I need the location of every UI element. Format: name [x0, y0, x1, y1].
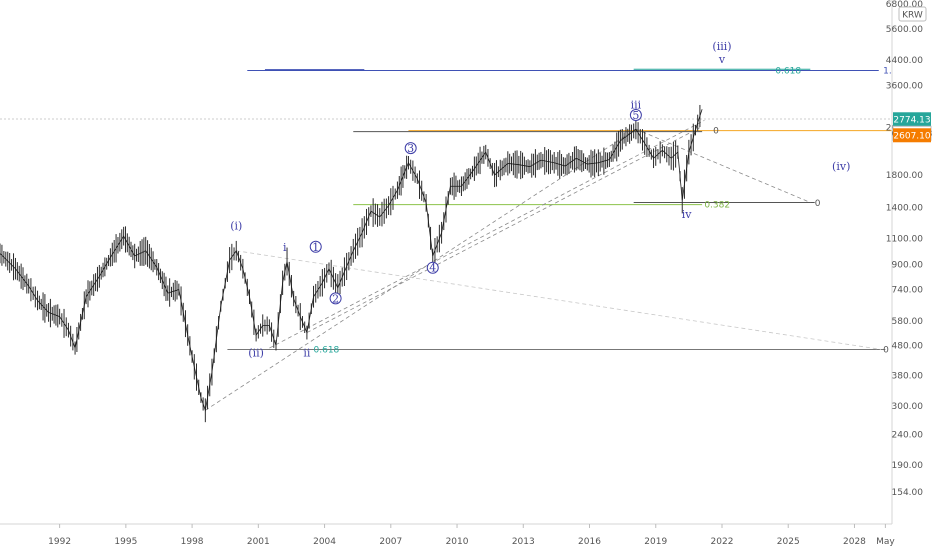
- fib-level-label: 0: [713, 127, 719, 137]
- wave-label: 1: [312, 241, 319, 254]
- level-price-tag-text: 2607.10: [893, 131, 930, 141]
- x-tick-label: 1995: [114, 537, 137, 547]
- x-tick-label: 2019: [644, 537, 667, 547]
- y-tick-label: 1100.00: [886, 234, 923, 244]
- trend-line-3[interactable]: [306, 127, 701, 333]
- wave-circle: [629, 109, 642, 122]
- currency-label: KRW: [902, 11, 923, 21]
- fib-level-label: 0.618: [314, 345, 340, 355]
- wave-circle: [426, 261, 439, 274]
- wave-label: (iii): [712, 40, 731, 53]
- x-tick-label: 2013: [512, 537, 535, 547]
- fib-level-label: 0.382: [704, 201, 730, 211]
- x-tick-label: 2025: [777, 537, 800, 547]
- y-tick-label: 380.00: [892, 371, 924, 381]
- currency-badge[interactable]: KRW: [898, 6, 927, 22]
- level-price-tag-bg: [893, 128, 931, 143]
- x-tick-label: 2010: [446, 537, 469, 547]
- x-tick-label: May: [876, 537, 895, 547]
- wave-label: 2: [332, 292, 339, 305]
- wave-circle: [404, 142, 417, 155]
- fib-level-label: 0.618: [775, 67, 801, 77]
- price-tags: 2774.1304:03:582607.10: [892, 112, 932, 143]
- wave-label: iii: [631, 98, 642, 111]
- price-axis[interactable]: 6800.005600.004400.003600.002600.001800.…: [886, 0, 932, 524]
- wave-label: iv: [682, 208, 693, 221]
- y-tick-label: 5600.00: [886, 25, 923, 35]
- wave-label: 3: [407, 142, 414, 155]
- y-tick-label: 1400.00: [886, 203, 923, 213]
- price-line: [0, 109, 703, 412]
- wave-label: 5: [632, 109, 639, 122]
- x-tick-label: 2016: [578, 537, 601, 547]
- y-tick-label: 900.00: [892, 260, 924, 270]
- x-tick-label: 2001: [247, 537, 270, 547]
- last-price-tag-text: 2774.13: [893, 115, 930, 125]
- y-tick-label: 1800.00: [886, 171, 923, 181]
- y-tick-label: 300.00: [892, 402, 924, 412]
- y-tick-label: 6800.00: [886, 0, 923, 10]
- y-tick-label: 4400.00: [886, 56, 923, 66]
- wave-label: i: [283, 241, 287, 254]
- last-price-tag-bg: [893, 112, 931, 127]
- wave-circle: [329, 292, 342, 305]
- price-series: [0, 104, 703, 423]
- y-tick-label: 190.00: [892, 461, 924, 471]
- fib-level-label: 0: [815, 199, 821, 209]
- wave-label: ii: [303, 347, 311, 360]
- wave-label: 4: [429, 262, 436, 275]
- y-tick-label: 580.00: [892, 317, 924, 327]
- y-tick-label: 154.00: [892, 488, 924, 498]
- x-tick-label: 2004: [313, 537, 336, 547]
- last-price-tag: 2774.13: [893, 112, 931, 127]
- y-tick-label: 240.00: [892, 431, 924, 441]
- trend-line-2[interactable]: [269, 120, 705, 349]
- y-tick-label: 480.00: [892, 341, 924, 351]
- trend-line-1[interactable]: [205, 128, 637, 411]
- x-tick-label: 2007: [379, 537, 402, 547]
- wave-label: (i): [230, 219, 242, 232]
- wave-label: (iv): [832, 160, 850, 173]
- x-tick-label: 2028: [843, 537, 866, 547]
- drawing-overlays[interactable]: [0, 68, 892, 411]
- wave-label: (ii): [248, 347, 264, 360]
- x-tick-label: 1998: [181, 537, 204, 547]
- level-price-tag: 2607.10: [893, 128, 931, 143]
- wave-label: v: [718, 53, 726, 66]
- trend-line-4[interactable]: [236, 250, 882, 350]
- wave-circle: [309, 240, 322, 253]
- y-tick-label: 740.00: [892, 286, 924, 296]
- x-tick-label: 2022: [711, 537, 734, 547]
- x-tick-label: 1992: [48, 537, 71, 547]
- fib-level-label: 0: [883, 345, 889, 355]
- y-tick-label: 3600.00: [886, 82, 923, 92]
- trend-line-5[interactable]: [635, 128, 811, 203]
- time-axis[interactable]: 1992 1995 1998 2001 2004 2007 2010 2013 2016 2019…: [0, 523, 895, 547]
